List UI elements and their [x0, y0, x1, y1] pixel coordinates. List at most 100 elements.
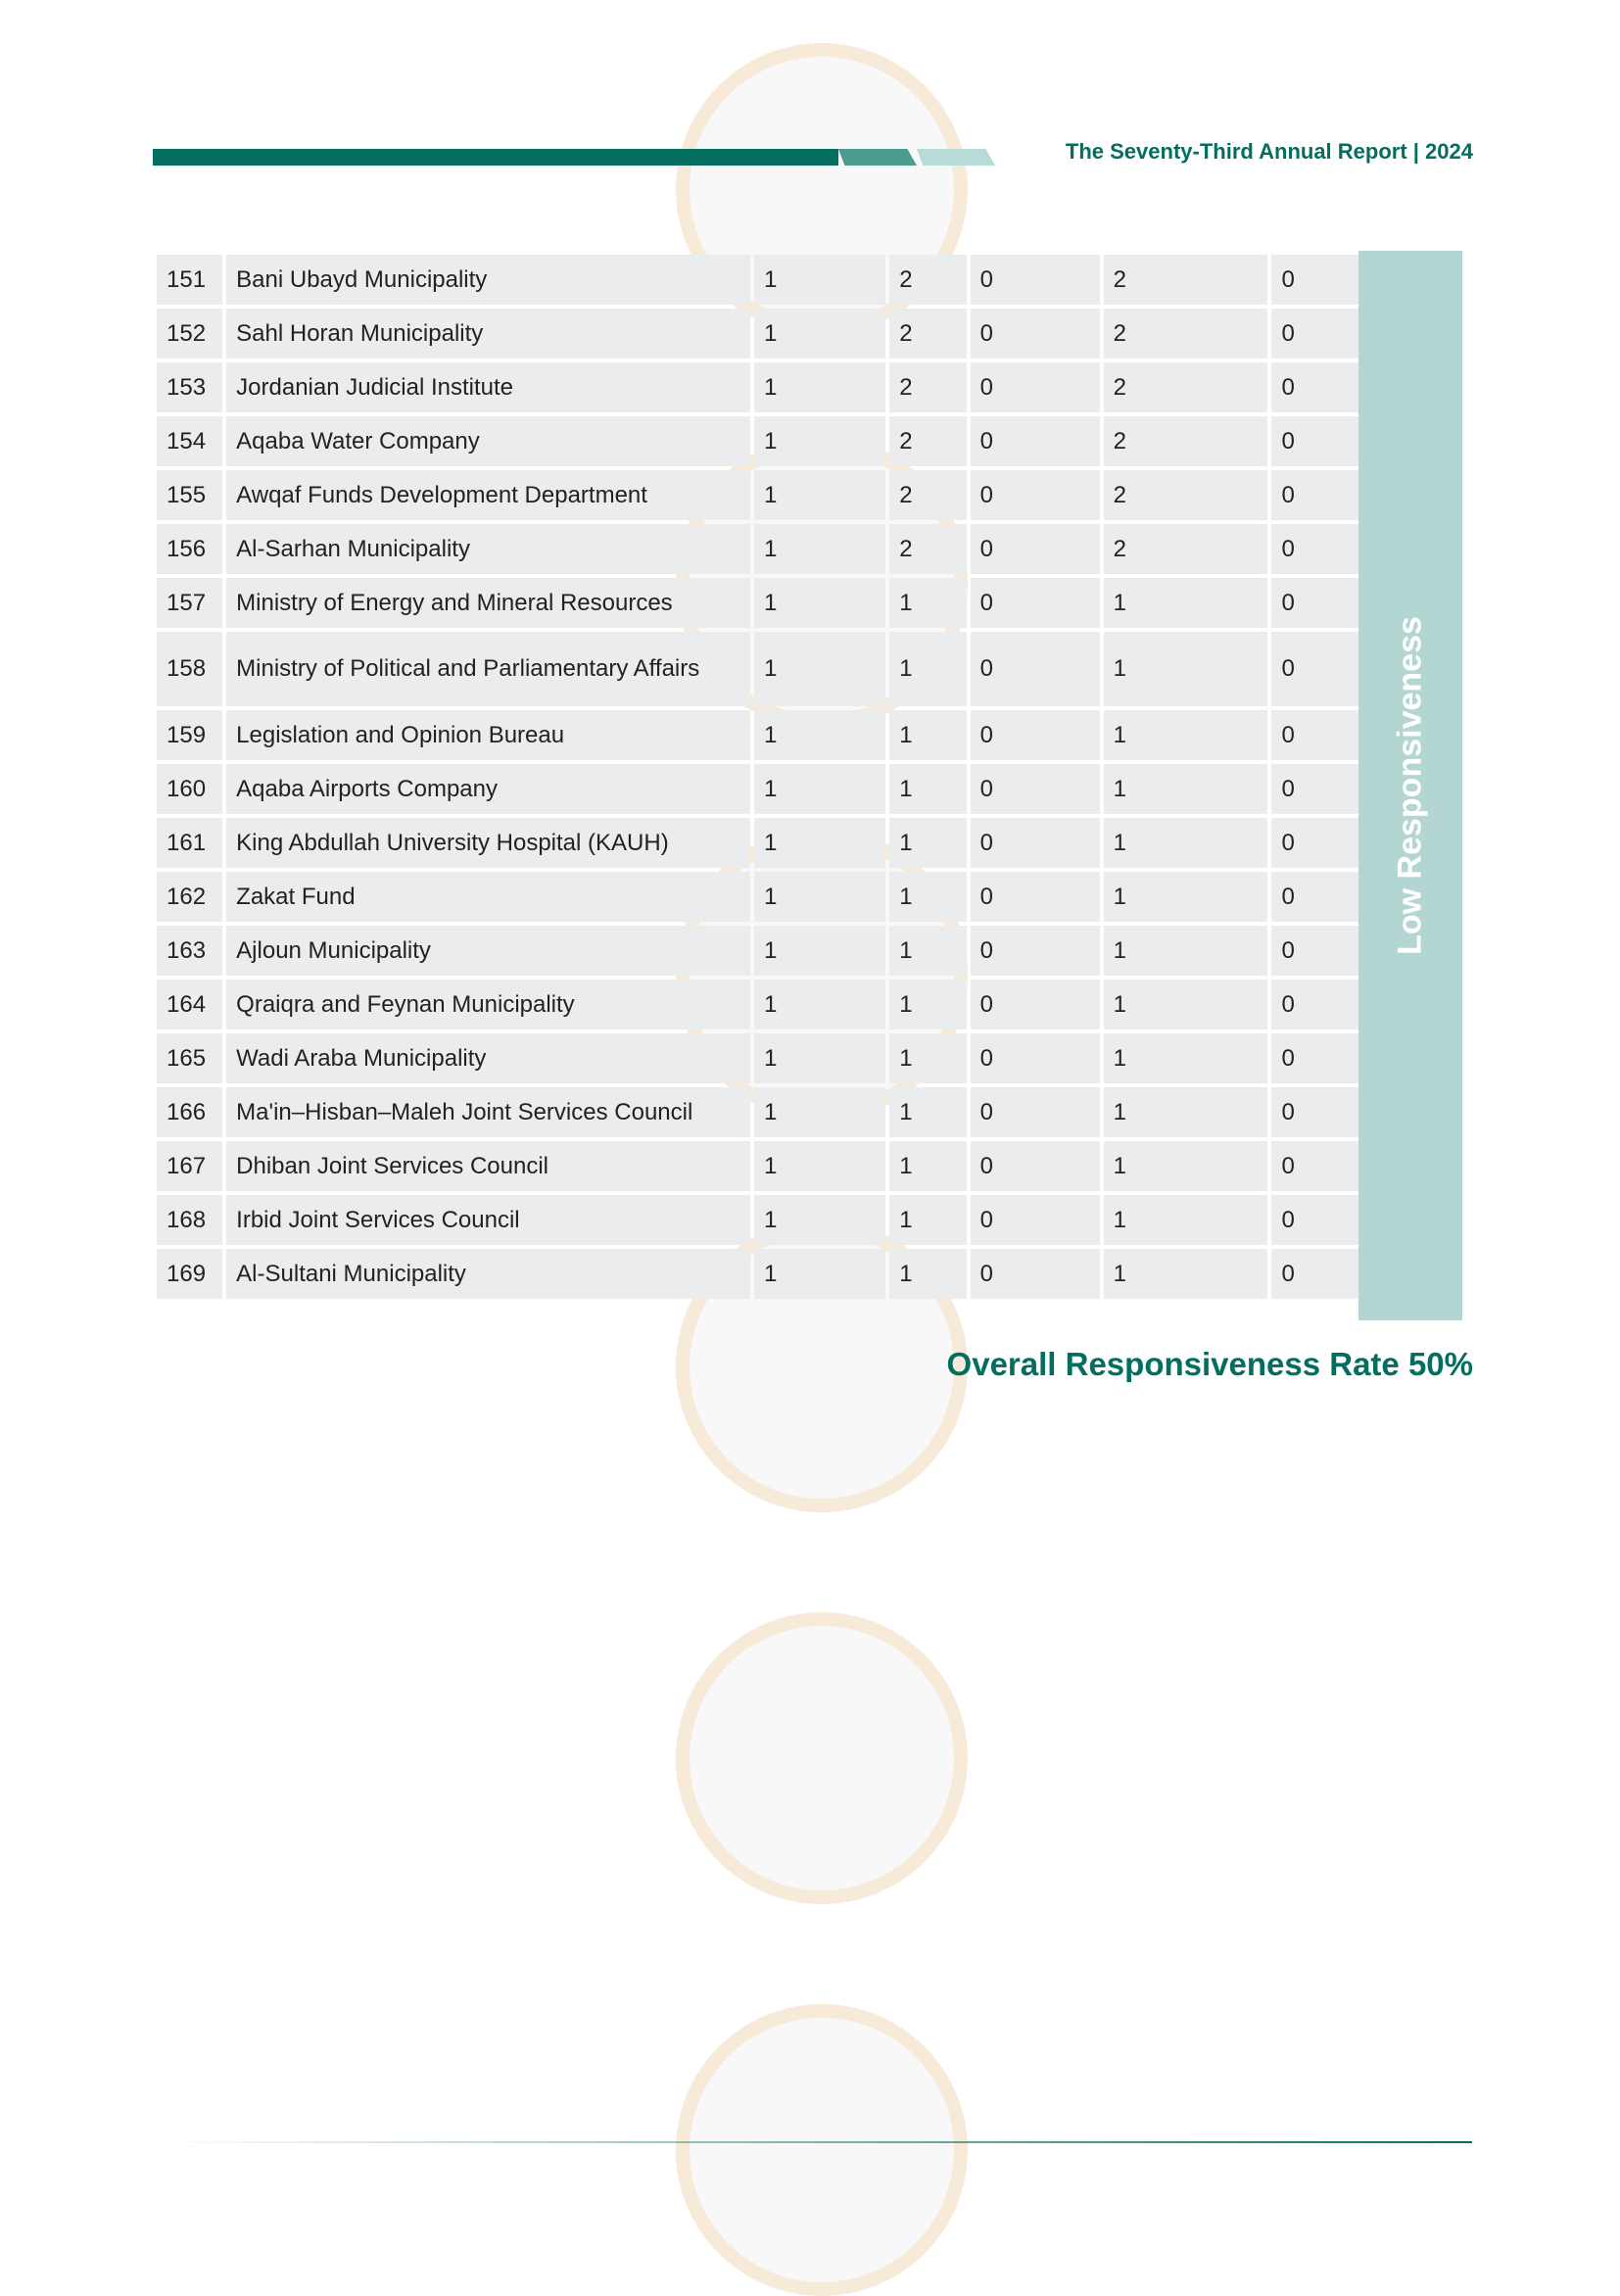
table-row: 159 Legislation and Opinion Bureau 1 1 0 1 0: [157, 710, 1359, 760]
table-row: 158 Ministry of Political and Parliamenta…: [157, 632, 1359, 706]
value-cell: 0: [970, 470, 1100, 520]
entity-name: Sahl Horan Municipality: [226, 309, 750, 359]
value-cell: 0: [970, 1249, 1100, 1299]
value-cell: 1: [889, 578, 967, 628]
value-cell: 2: [889, 362, 967, 412]
row-number: 156: [157, 524, 223, 574]
value-cell: 1: [754, 818, 886, 868]
value-cell: 1: [1103, 1033, 1268, 1083]
entity-name: Ministry of Political and Parliamentary …: [226, 632, 750, 706]
entity-name: Jordanian Judicial Institute: [226, 362, 750, 412]
value-cell: 1: [889, 1195, 967, 1245]
value-cell: 2: [1103, 362, 1268, 412]
value-cell: 0: [970, 872, 1100, 922]
value-cell: 0: [1271, 872, 1359, 922]
entity-name: Bani Ubayd Municipality: [226, 255, 750, 305]
entity-name: Legislation and Opinion Bureau: [226, 710, 750, 760]
value-cell: 1: [889, 1033, 967, 1083]
table-row: 169 Al-Sultani Municipality 1 1 0 1 0: [157, 1249, 1359, 1299]
value-cell: 0: [970, 980, 1100, 1029]
row-number: 153: [157, 362, 223, 412]
value-cell: 1: [1103, 632, 1268, 706]
value-cell: 1: [889, 980, 967, 1029]
value-cell: 0: [970, 416, 1100, 466]
value-cell: 1: [754, 764, 886, 814]
header-bar: [153, 149, 838, 166]
value-cell: 1: [889, 1087, 967, 1137]
value-cell: 0: [1271, 980, 1359, 1029]
entity-name: Ministry of Energy and Mineral Resources: [226, 578, 750, 628]
value-cell: 1: [754, 255, 886, 305]
overall-rate: Overall Responsiveness Rate 50%: [946, 1346, 1473, 1382]
category-band: Low Responsiveness: [1358, 251, 1462, 1320]
table-row: 162 Zakat Fund 1 1 0 1 0: [157, 872, 1359, 922]
value-cell: 0: [1271, 1033, 1359, 1083]
value-cell: 2: [889, 524, 967, 574]
row-number: 158: [157, 632, 223, 706]
table-row: 156 Al-Sarhan Municipality 1 2 0 2 0: [157, 524, 1359, 574]
value-cell: 2: [889, 255, 967, 305]
value-cell: 1: [889, 818, 967, 868]
value-cell: 1: [1103, 818, 1268, 868]
row-number: 154: [157, 416, 223, 466]
value-cell: 1: [1103, 1195, 1268, 1245]
value-cell: 1: [1103, 1249, 1268, 1299]
watermark-clock-icon: [676, 2004, 968, 2296]
entity-name: Qraiqra and Feynan Municipality: [226, 980, 750, 1029]
value-cell: 2: [1103, 470, 1268, 520]
entity-name: Zakat Fund: [226, 872, 750, 922]
row-number: 155: [157, 470, 223, 520]
value-cell: 2: [1103, 524, 1268, 574]
value-cell: 2: [1103, 309, 1268, 359]
value-cell: 0: [970, 524, 1100, 574]
value-cell: 1: [754, 710, 886, 760]
value-cell: 2: [889, 470, 967, 520]
entity-name: Al-Sarhan Municipality: [226, 524, 750, 574]
row-number: 151: [157, 255, 223, 305]
entity-name: Ajloun Municipality: [226, 926, 750, 976]
value-cell: 0: [1271, 362, 1359, 412]
value-cell: 1: [754, 309, 886, 359]
value-cell: 0: [1271, 470, 1359, 520]
header-bar-segment: [838, 149, 917, 166]
entity-name: Aqaba Airports Company: [226, 764, 750, 814]
value-cell: 1: [1103, 578, 1268, 628]
value-cell: 0: [970, 1087, 1100, 1137]
entity-name: Awqaf Funds Development Department: [226, 470, 750, 520]
value-cell: 1: [754, 1141, 886, 1191]
value-cell: 1: [889, 872, 967, 922]
value-cell: 0: [970, 710, 1100, 760]
value-cell: 1: [1103, 872, 1268, 922]
value-cell: 0: [1271, 255, 1359, 305]
value-cell: 1: [754, 362, 886, 412]
row-number: 152: [157, 309, 223, 359]
entity-name: King Abdullah University Hospital (KAUH): [226, 818, 750, 868]
table-row: 166 Ma'in–Hisban–Maleh Joint Services Cou…: [157, 1087, 1359, 1137]
row-number: 166: [157, 1087, 223, 1137]
value-cell: 1: [754, 1087, 886, 1137]
value-cell: 1: [754, 470, 886, 520]
table-row: 153 Jordanian Judicial Institute 1 2 0 2 0: [157, 362, 1359, 412]
table-row: 163 Ajloun Municipality 1 1 0 1 0: [157, 926, 1359, 976]
table-row: 154 Aqaba Water Company 1 2 0 2 0: [157, 416, 1359, 466]
row-number: 165: [157, 1033, 223, 1083]
value-cell: 1: [1103, 980, 1268, 1029]
row-number: 168: [157, 1195, 223, 1245]
entity-name: Aqaba Water Company: [226, 416, 750, 466]
row-number: 164: [157, 980, 223, 1029]
value-cell: 2: [1103, 255, 1268, 305]
value-cell: 1: [1103, 710, 1268, 760]
table-row: 161 King Abdullah University Hospital (KA…: [157, 818, 1359, 868]
value-cell: 0: [1271, 1141, 1359, 1191]
value-cell: 0: [1271, 1087, 1359, 1137]
row-number: 157: [157, 578, 223, 628]
value-cell: 1: [754, 926, 886, 976]
value-cell: 1: [754, 1195, 886, 1245]
footer-divider: [168, 2141, 1472, 2143]
value-cell: 0: [1271, 818, 1359, 868]
row-number: 161: [157, 818, 223, 868]
value-cell: 1: [889, 632, 967, 706]
value-cell: 1: [754, 416, 886, 466]
value-cell: 1: [889, 710, 967, 760]
value-cell: 0: [970, 578, 1100, 628]
